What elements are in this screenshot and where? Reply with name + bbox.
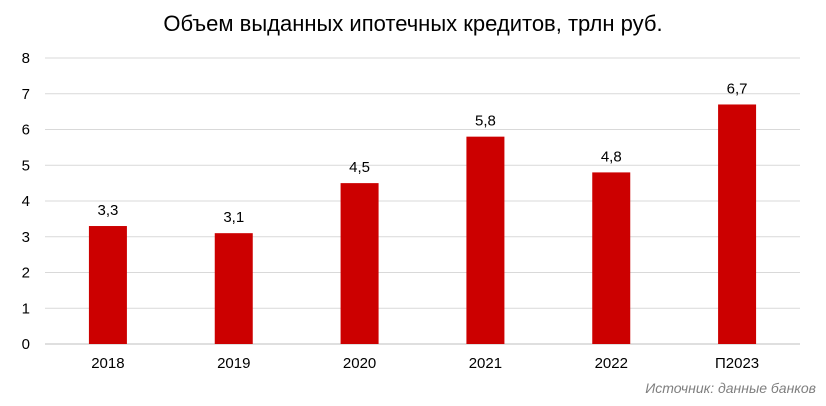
x-tick-label: 2021 xyxy=(469,355,502,372)
bar xyxy=(340,183,379,344)
data-labels: 3,3 3,1 4,5 5,8 4,8 6,7 xyxy=(97,80,747,226)
data-label: 4,8 xyxy=(601,148,622,165)
bar xyxy=(214,233,253,344)
y-tick-label: 6 xyxy=(22,122,30,139)
bar xyxy=(718,104,757,344)
gridlines xyxy=(45,57,800,345)
x-tick-label: 2022 xyxy=(595,355,628,372)
y-tick-label: 8 xyxy=(22,50,30,67)
y-tick-label: 3 xyxy=(22,229,30,246)
y-tick-label: 7 xyxy=(22,86,30,103)
chart-title: Объем выданных ипотечных кредитов, трлн … xyxy=(163,11,663,36)
y-tick-label: 4 xyxy=(22,193,30,210)
data-label: 3,1 xyxy=(223,209,244,226)
x-tick-label: 2018 xyxy=(91,355,124,372)
bar xyxy=(466,136,505,344)
data-label: 4,5 xyxy=(349,159,370,176)
y-tick-label: 5 xyxy=(22,157,30,174)
x-tick-label: П2023 xyxy=(715,355,759,372)
y-tick-label: 0 xyxy=(22,336,30,353)
bars xyxy=(88,104,757,344)
data-label: 5,8 xyxy=(475,113,496,130)
bar xyxy=(592,172,631,344)
x-tick-label: 2020 xyxy=(343,355,376,372)
y-tick-label: 2 xyxy=(22,265,30,282)
y-tick-label: 1 xyxy=(22,300,30,317)
y-axis-ticks: 0 1 2 3 4 5 6 7 8 xyxy=(22,50,30,353)
x-tick-label: 2019 xyxy=(217,355,250,372)
data-label: 3,3 xyxy=(97,202,118,219)
source-note: Источник: данные банков xyxy=(645,380,816,396)
x-axis-ticks: 2018 2019 2020 2021 2022 П2023 xyxy=(91,355,759,372)
data-label: 6,7 xyxy=(727,80,748,97)
bar xyxy=(88,226,127,344)
